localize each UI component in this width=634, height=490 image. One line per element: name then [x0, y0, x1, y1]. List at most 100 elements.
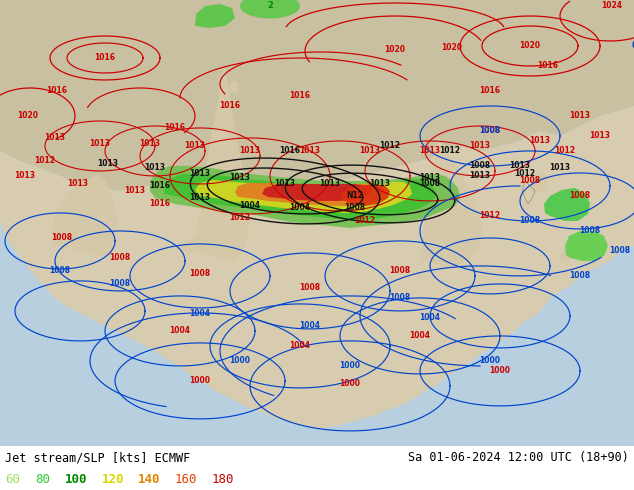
Text: 1000: 1000 [479, 356, 500, 366]
Text: Sa 01-06-2024 12:00 UTC (18+90): Sa 01-06-2024 12:00 UTC (18+90) [408, 451, 629, 464]
Ellipse shape [240, 0, 300, 19]
Text: 100: 100 [65, 472, 87, 486]
Text: 1008: 1008 [519, 217, 541, 225]
Text: 180: 180 [212, 472, 234, 486]
Text: 1008: 1008 [110, 279, 131, 289]
Polygon shape [420, 136, 482, 266]
Text: 1000: 1000 [489, 367, 510, 375]
Text: 1013: 1013 [230, 173, 250, 182]
Text: 140: 140 [138, 472, 160, 486]
Text: 1016: 1016 [290, 92, 311, 100]
Text: Jet stream/SLP [kts] ECMWF: Jet stream/SLP [kts] ECMWF [5, 451, 190, 464]
Polygon shape [262, 184, 372, 201]
Text: 1016: 1016 [538, 61, 559, 71]
Text: 1008: 1008 [469, 162, 491, 171]
Text: 1013: 1013 [470, 172, 491, 180]
Polygon shape [565, 231, 608, 261]
Text: 1020: 1020 [441, 44, 462, 52]
Text: 1000: 1000 [339, 379, 361, 389]
Text: 1004: 1004 [290, 203, 311, 213]
Text: 1004: 1004 [410, 331, 430, 341]
Polygon shape [342, 184, 390, 206]
Text: 1013: 1013 [124, 187, 145, 196]
Text: 1004: 1004 [190, 309, 210, 318]
Text: 1013: 1013 [510, 162, 531, 171]
Text: 1013: 1013 [89, 140, 110, 148]
Text: 1024: 1024 [602, 1, 623, 10]
Text: 1016: 1016 [94, 53, 115, 63]
Polygon shape [150, 166, 460, 228]
Text: 1020: 1020 [519, 42, 541, 50]
Polygon shape [164, 174, 436, 220]
Text: 1013: 1013 [370, 179, 391, 189]
Polygon shape [0, 0, 634, 191]
Text: 1000: 1000 [339, 362, 361, 370]
Text: 1020: 1020 [18, 111, 39, 121]
Text: 1004: 1004 [290, 342, 311, 350]
Text: 1013: 1013 [359, 147, 380, 155]
Text: 1020: 1020 [384, 46, 406, 54]
Text: N12: N12 [347, 192, 363, 200]
Text: 1016: 1016 [150, 199, 171, 208]
Text: 1004: 1004 [169, 326, 190, 336]
Text: 1008: 1008 [420, 179, 441, 189]
Text: 1013: 1013 [470, 142, 491, 150]
Text: 1012: 1012 [34, 156, 56, 166]
Text: 60: 60 [5, 472, 20, 486]
Text: 1012: 1012 [479, 212, 500, 220]
Text: 1004: 1004 [420, 314, 441, 322]
Text: 1013: 1013 [67, 179, 89, 189]
Polygon shape [195, 4, 235, 28]
Text: 1012: 1012 [354, 217, 375, 225]
Text: 1013: 1013 [44, 133, 65, 143]
Text: 1012: 1012 [555, 147, 576, 155]
Text: 1012: 1012 [515, 170, 536, 178]
Text: 2: 2 [267, 1, 273, 10]
Polygon shape [530, 171, 548, 194]
Polygon shape [0, 106, 634, 428]
Text: 1008: 1008 [389, 294, 411, 302]
Text: 1008: 1008 [299, 283, 321, 293]
Polygon shape [175, 66, 250, 261]
Text: 1013: 1013 [190, 170, 210, 178]
Text: 160: 160 [175, 472, 197, 486]
Polygon shape [195, 180, 412, 213]
Text: 1008: 1008 [569, 271, 590, 280]
Text: 1008: 1008 [110, 253, 131, 263]
Text: 1012: 1012 [439, 147, 460, 155]
Polygon shape [544, 188, 590, 221]
Text: 1013: 1013 [420, 147, 441, 155]
Text: 1016: 1016 [150, 181, 171, 191]
Text: 1008: 1008 [344, 203, 366, 213]
Text: 1013: 1013 [569, 111, 590, 121]
Text: 1013: 1013 [184, 142, 205, 150]
Text: 1016: 1016 [219, 101, 240, 110]
Text: 1008: 1008 [190, 270, 210, 278]
Text: 80: 80 [36, 472, 51, 486]
Text: 1013: 1013 [139, 140, 160, 148]
Polygon shape [235, 183, 385, 206]
Text: 1008: 1008 [519, 176, 541, 185]
Text: 1008: 1008 [389, 267, 411, 275]
Polygon shape [230, 80, 238, 94]
Text: 1013: 1013 [299, 147, 321, 155]
Text: 1013: 1013 [190, 194, 210, 202]
Text: 1012: 1012 [380, 142, 401, 150]
Text: 1004: 1004 [240, 201, 261, 210]
Text: 1013: 1013 [320, 179, 340, 189]
Polygon shape [52, 174, 118, 256]
Text: 1013: 1013 [145, 164, 165, 172]
Text: 0: 0 [631, 42, 634, 50]
Text: 1000: 1000 [230, 356, 250, 366]
Text: 1013: 1013 [420, 173, 441, 182]
Text: 1016: 1016 [46, 86, 67, 96]
Text: 1000: 1000 [190, 376, 210, 386]
Text: 1016: 1016 [479, 86, 500, 96]
Text: 1013: 1013 [529, 137, 550, 146]
Text: 1016: 1016 [280, 147, 301, 155]
Text: 1012: 1012 [230, 214, 250, 222]
Text: 1008: 1008 [609, 246, 631, 255]
Text: 1004: 1004 [299, 321, 321, 330]
Text: 1013: 1013 [240, 147, 261, 155]
Text: 1008: 1008 [479, 126, 501, 135]
